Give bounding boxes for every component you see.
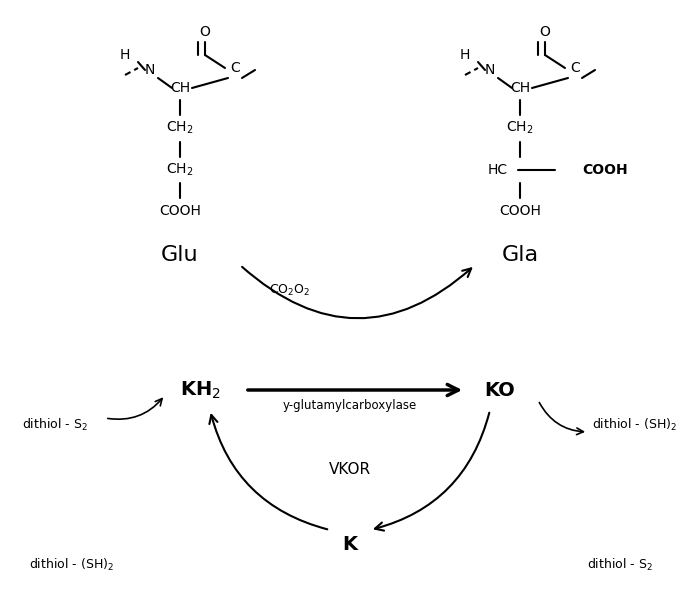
Text: KO: KO [484,380,515,400]
Text: C: C [570,61,580,75]
Text: N: N [485,63,495,77]
Text: dithiol - S$_2$: dithiol - S$_2$ [587,557,653,573]
Text: C: C [230,61,240,75]
Text: COOH: COOH [582,163,628,177]
Text: K: K [342,535,358,554]
Text: H: H [460,48,470,62]
Text: CH$_2$: CH$_2$ [167,162,194,178]
Text: dithiol - (SH)$_2$: dithiol - (SH)$_2$ [592,417,678,433]
Text: COOH: COOH [159,204,201,218]
Text: HC: HC [488,163,508,177]
Text: O: O [199,25,211,39]
Text: H: H [120,48,130,62]
Text: Gla: Gla [501,245,538,265]
Text: CH: CH [510,81,530,95]
Text: Glu: Glu [161,245,199,265]
Text: dithiol - S$_2$: dithiol - S$_2$ [22,417,88,433]
Text: CH$_2$: CH$_2$ [506,120,533,136]
Text: dithiol - (SH)$_2$: dithiol - (SH)$_2$ [29,557,115,573]
Text: COOH: COOH [499,204,541,218]
Text: CO$_2$O$_2$: CO$_2$O$_2$ [270,283,311,298]
Text: CH$_2$: CH$_2$ [167,120,194,136]
Text: N: N [145,63,155,77]
Text: KH$_2$: KH$_2$ [180,379,220,401]
Text: O: O [540,25,550,39]
Text: CH: CH [170,81,190,95]
Text: y-glutamylcarboxylase: y-glutamylcarboxylase [283,398,417,412]
Text: VKOR: VKOR [329,463,371,478]
